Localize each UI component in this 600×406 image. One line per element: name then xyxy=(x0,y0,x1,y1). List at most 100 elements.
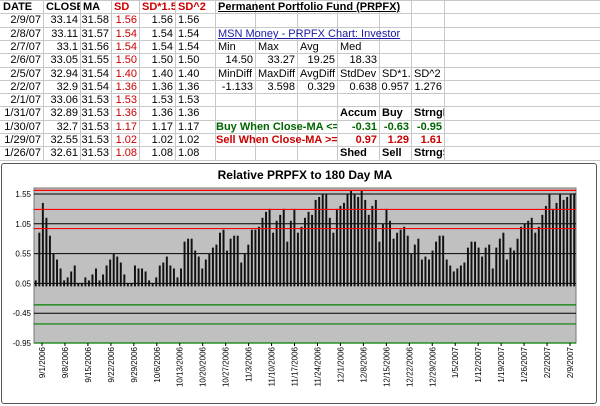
sd2-cell[interactable]: 1.36 xyxy=(178,107,200,119)
stat-label[interactable]: MinDiff xyxy=(218,68,253,80)
sd15-cell[interactable]: 1.40 xyxy=(151,68,173,80)
close-cell[interactable]: 33.14 xyxy=(50,14,78,26)
sell-threshold[interactable]: 0.97 xyxy=(355,134,377,146)
close-cell[interactable]: 33.05 xyxy=(50,54,78,66)
sd2-cell[interactable]: 1.54 xyxy=(178,28,200,40)
buy-threshold[interactable]: -0.31 xyxy=(351,121,377,133)
column-header[interactable]: SD^2 xyxy=(178,1,206,13)
signal-header[interactable]: Buy xyxy=(382,107,403,119)
stat-value[interactable]: 1.276 xyxy=(414,81,442,93)
ma-cell[interactable]: 31.53 xyxy=(81,107,109,119)
column-header[interactable]: SD xyxy=(114,1,130,13)
close-cell[interactable]: 32.89 xyxy=(50,107,78,119)
date-cell[interactable]: 1/26/07 xyxy=(4,147,41,159)
sell-threshold[interactable]: 1.29 xyxy=(387,134,409,146)
stat-value[interactable]: 19.25 xyxy=(307,54,335,66)
column-header[interactable]: CLOSE xyxy=(46,1,80,13)
sd15-cell[interactable]: 1.02 xyxy=(151,134,173,146)
ma-cell[interactable]: 31.55 xyxy=(81,54,109,66)
sd-cell[interactable]: 1.36 xyxy=(115,81,137,93)
ma-cell[interactable]: 31.56 xyxy=(81,41,109,53)
sd15-cell[interactable]: 1.54 xyxy=(151,28,173,40)
sd-cell[interactable]: 1.53 xyxy=(115,94,137,106)
sd2-cell[interactable]: 1.40 xyxy=(178,68,200,80)
msn-money-link[interactable]: MSN Money - PRPFX Chart: Investor xyxy=(218,28,401,40)
stat-value[interactable]: 14.50 xyxy=(225,54,253,66)
sd15-cell[interactable]: 1.17 xyxy=(151,121,173,133)
column-header[interactable]: SD*1.5 xyxy=(142,1,175,13)
sd2-cell[interactable]: 1.36 xyxy=(178,81,200,93)
sd2-cell[interactable]: 1.17 xyxy=(178,121,200,133)
close-cell[interactable]: 33.1 xyxy=(56,41,78,53)
sd15-cell[interactable]: 1.36 xyxy=(151,81,173,93)
sell-rule-label[interactable]: Sell When Close-MA >= xyxy=(216,134,337,146)
stat-label[interactable]: SD*1.5 xyxy=(382,68,411,80)
ma-cell[interactable]: 31.53 xyxy=(81,121,109,133)
stat-value[interactable]: 33.27 xyxy=(267,54,295,66)
stat-label[interactable]: Med xyxy=(340,41,362,53)
ma-cell[interactable]: 31.53 xyxy=(81,134,109,146)
date-cell[interactable]: 2/6/07 xyxy=(10,54,41,66)
sd-cell[interactable]: 1.08 xyxy=(115,147,137,159)
date-cell[interactable]: 2/2/07 xyxy=(10,81,41,93)
ma-cell[interactable]: 31.53 xyxy=(81,94,109,106)
ma-cell[interactable]: 31.54 xyxy=(81,81,109,93)
stat-value[interactable]: 0.638 xyxy=(349,81,377,93)
sd2-cell[interactable]: 1.02 xyxy=(178,134,200,146)
stat-value[interactable]: -1.133 xyxy=(221,81,253,93)
sd15-cell[interactable]: 1.08 xyxy=(151,147,173,159)
stat-value[interactable]: 18.33 xyxy=(349,54,377,66)
sd2-cell[interactable]: 1.53 xyxy=(178,94,200,106)
stat-label[interactable]: SD^2 xyxy=(414,68,441,80)
sd15-cell[interactable]: 1.50 xyxy=(151,54,173,66)
date-cell[interactable]: 2/7/07 xyxy=(10,41,41,53)
column-header[interactable]: DATE xyxy=(3,1,33,13)
ma-cell[interactable]: 31.57 xyxy=(81,28,109,40)
sd-cell[interactable]: 1.02 xyxy=(115,134,137,146)
sd-cell[interactable]: 1.54 xyxy=(115,28,137,40)
sd15-cell[interactable]: 1.36 xyxy=(151,107,173,119)
sd2-cell[interactable]: 1.08 xyxy=(178,147,200,159)
date-cell[interactable]: 2/8/07 xyxy=(10,28,41,40)
close-cell[interactable]: 33.06 xyxy=(50,94,78,106)
buy-rule-label[interactable]: Buy When Close-MA <= xyxy=(216,121,337,133)
date-cell[interactable]: 2/1/07 xyxy=(10,94,41,106)
ma-cell[interactable]: 31.54 xyxy=(81,68,109,80)
buy-threshold[interactable]: -0.95 xyxy=(416,121,442,133)
column-header[interactable]: MA xyxy=(83,1,101,13)
sd-cell[interactable]: 1.36 xyxy=(115,107,137,119)
stat-value[interactable]: 3.598 xyxy=(267,81,295,93)
sd15-cell[interactable]: 1.53 xyxy=(151,94,173,106)
date-cell[interactable]: 1/29/07 xyxy=(4,134,41,146)
sd2-cell[interactable]: 1.50 xyxy=(178,54,200,66)
date-cell[interactable]: 2/9/07 xyxy=(10,14,41,26)
date-cell[interactable]: 2/5/07 xyxy=(10,68,41,80)
stat-label[interactable]: AvgDiff xyxy=(300,68,336,80)
stat-label[interactable]: Min xyxy=(218,41,236,53)
sd2-cell[interactable]: 1.54 xyxy=(178,41,200,53)
close-cell[interactable]: 32.61 xyxy=(50,147,78,159)
sd-cell[interactable]: 1.54 xyxy=(115,41,137,53)
stat-label[interactable]: Max xyxy=(258,41,279,53)
ma-cell[interactable]: 31.58 xyxy=(81,14,109,26)
date-cell[interactable]: 1/31/07 xyxy=(4,107,41,119)
sd15-cell[interactable]: 1.56 xyxy=(151,14,173,26)
signal-footer[interactable]: Shed xyxy=(340,147,367,159)
date-cell[interactable]: 1/30/07 xyxy=(4,121,41,133)
close-cell[interactable]: 32.9 xyxy=(56,81,78,93)
close-cell[interactable]: 32.94 xyxy=(50,68,78,80)
sd-cell[interactable]: 1.17 xyxy=(115,121,137,133)
sd2-cell[interactable]: 1.56 xyxy=(178,14,200,26)
stat-label[interactable]: MaxDiff xyxy=(258,68,296,80)
close-cell[interactable]: 32.55 xyxy=(50,134,78,146)
buy-threshold[interactable]: -0.63 xyxy=(383,121,409,133)
close-cell[interactable]: 32.7 xyxy=(56,121,78,133)
stat-value[interactable]: 0.957 xyxy=(381,81,409,93)
signal-footer[interactable]: StrngSell xyxy=(414,147,444,159)
sell-threshold[interactable]: 1.61 xyxy=(420,134,442,146)
signal-footer[interactable]: Sell xyxy=(382,147,402,159)
signal-header[interactable]: Accum xyxy=(340,107,377,119)
sd-cell[interactable]: 1.50 xyxy=(115,54,137,66)
stat-label[interactable]: Avg xyxy=(300,41,319,53)
